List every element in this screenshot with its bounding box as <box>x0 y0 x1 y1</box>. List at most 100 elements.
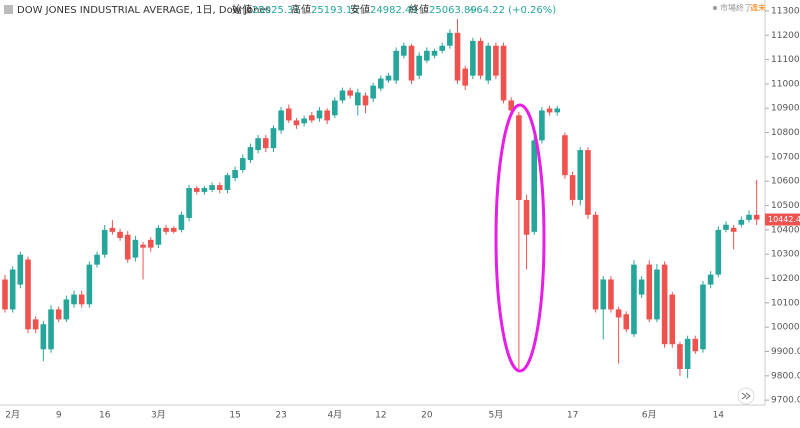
candle-body <box>638 279 645 295</box>
y-tick-label: 10400.00 <box>771 225 800 235</box>
x-tick-label: 17 <box>567 411 578 421</box>
highlight-ellipse <box>494 103 546 373</box>
candle-body <box>186 188 192 218</box>
candle-body <box>324 110 330 121</box>
candle-body <box>554 108 561 113</box>
candle-body <box>40 324 47 350</box>
x-tick-label: 3月 <box>151 410 166 421</box>
candle-body <box>378 78 384 89</box>
candle-body <box>209 185 215 190</box>
candle-body <box>270 128 277 149</box>
candle-body <box>569 175 576 200</box>
y-tick-label: 9900.00 <box>771 347 800 357</box>
candle-body <box>155 227 162 245</box>
candle-body <box>493 45 499 76</box>
candle-body <box>462 68 468 86</box>
y-tick-label: 10100.00 <box>771 298 800 308</box>
candle-body <box>247 147 254 161</box>
y-tick-label: 10600.00 <box>771 177 800 187</box>
high-value: 25193.15 <box>311 5 359 16</box>
candle-body <box>385 75 392 81</box>
x-tick-label: 23 <box>275 411 286 421</box>
candle-body <box>408 45 415 81</box>
market-status-2: 週末 <box>750 3 766 13</box>
candle-body <box>746 214 752 220</box>
candle-body <box>255 138 261 151</box>
y-tick-label: 10200.00 <box>771 274 800 284</box>
candle-body <box>109 227 116 232</box>
candle-body <box>661 264 668 345</box>
y-tick-label: 11100.00 <box>771 55 800 65</box>
candle-body <box>224 175 231 190</box>
x-tick-label: 20 <box>421 411 433 421</box>
candle-body <box>17 254 24 285</box>
candle-body <box>585 150 591 215</box>
candle-body <box>608 279 614 310</box>
low-label: 安値 <box>350 3 370 16</box>
candle-body <box>170 227 177 232</box>
candle-body <box>132 239 139 258</box>
candle-body <box>140 244 146 248</box>
candle-body <box>370 85 376 99</box>
candle-body <box>339 90 346 101</box>
candle-body <box>201 188 208 192</box>
candle-body <box>692 338 699 352</box>
candle-body <box>577 150 584 200</box>
candle-body <box>523 199 530 235</box>
x-tick-label: 12 <box>375 411 386 421</box>
candle-body <box>32 319 39 330</box>
market-status: 市場終了 <box>720 3 752 13</box>
candle-body <box>285 108 292 121</box>
high-label: 高値 <box>291 3 311 16</box>
chart-title: DOW JONES INDUSTRIAL AVERAGE, 1日, Dow Jo… <box>17 5 271 16</box>
candle-body <box>416 55 422 76</box>
candle-body <box>86 264 93 305</box>
candle-body <box>401 45 407 56</box>
y-tick-label: 9700.00 <box>771 396 800 406</box>
candle-body <box>677 344 683 369</box>
y-tick-label: 10700.00 <box>771 152 800 162</box>
x-tick-label: 6月 <box>642 410 657 421</box>
candle-body <box>753 214 760 220</box>
candle-body <box>623 314 630 330</box>
candle-body <box>117 231 123 238</box>
candle-body <box>531 140 538 232</box>
candle-body <box>707 274 714 285</box>
y-tick-label: 10800.00 <box>771 128 800 138</box>
candle-body <box>738 219 745 225</box>
candle-body <box>48 309 54 350</box>
candle-body <box>232 170 238 179</box>
candle-body <box>124 234 131 260</box>
candle-body <box>592 214 599 310</box>
candle-body <box>193 188 200 192</box>
candle-body <box>730 227 737 232</box>
candle-body <box>546 108 553 113</box>
candle-body <box>715 229 722 275</box>
candle-body <box>447 32 453 46</box>
candle-body <box>71 294 77 305</box>
candle-body <box>508 100 515 111</box>
candle-body <box>646 264 653 320</box>
candle-body <box>239 158 246 171</box>
candle-body <box>178 214 185 230</box>
y-tick-label: 10500.00 <box>771 201 800 211</box>
candle-body <box>539 110 545 141</box>
low-value: 24982.49 <box>370 5 418 16</box>
candle-body <box>332 100 338 116</box>
open-value: 25025.31 <box>252 5 300 16</box>
last-price-label: 10442.41 <box>768 215 800 224</box>
candles <box>2 18 760 379</box>
candle-body <box>163 227 169 232</box>
candle-body <box>485 45 492 81</box>
candle-body <box>393 50 399 81</box>
candle-body <box>216 185 223 190</box>
candle-body <box>301 118 307 124</box>
candle-body <box>600 279 607 310</box>
candle-body <box>147 239 154 248</box>
candle-body <box>454 32 461 81</box>
y-tick-label: 11000.00 <box>771 79 800 89</box>
close-label: 終値 <box>409 3 429 16</box>
candle-body <box>9 269 16 310</box>
candle-body <box>431 50 438 56</box>
